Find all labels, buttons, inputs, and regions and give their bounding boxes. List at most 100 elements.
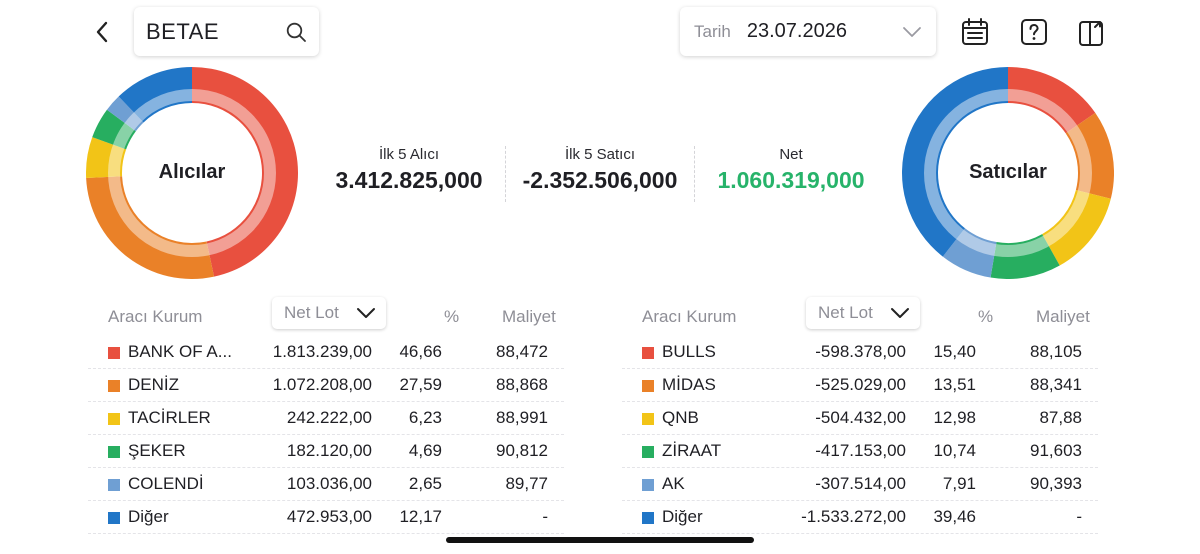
table-row[interactable]: QNB -504.432,00 12,98 87,88 <box>622 402 1098 435</box>
summary-divider <box>694 146 695 202</box>
table-row[interactable]: DENİZ 1.072.208,00 27,59 88,868 <box>88 369 564 402</box>
percent-value: 12,17 <box>399 507 442 526</box>
table-row[interactable]: TACİRLER 242.222,00 6,23 88,991 <box>88 402 564 435</box>
net-lot-sort-select[interactable]: Net Lot <box>272 297 386 329</box>
net-lot-select-label: Net Lot <box>284 303 339 322</box>
buyers-donut-chart: Alıcılar <box>86 67 299 279</box>
cost-value: - <box>1076 507 1082 526</box>
buyers-table-header: Aracı Kurum Net Lot % Maliyet <box>88 296 564 336</box>
cost-value: 88,868 <box>496 375 548 394</box>
donut-inner-ring <box>108 89 276 257</box>
broker-name: Diğer <box>128 507 169 526</box>
table-row[interactable]: AK -307.514,00 7,91 90,393 <box>622 468 1098 501</box>
broker-name: BANK OF A... <box>128 342 232 361</box>
cost-value: 88,991 <box>496 408 548 427</box>
buyers-donut-svg <box>86 67 299 279</box>
legend-swatch <box>642 512 654 524</box>
symbol-search-input[interactable]: BETAE <box>134 7 319 56</box>
percent-value: 15,40 <box>933 342 976 361</box>
net-lot-value: -417.153,00 <box>815 441 906 460</box>
share-icon <box>1079 21 1103 46</box>
donut-slice <box>902 67 1008 257</box>
legend-swatch <box>108 446 120 458</box>
summary-sellers-title: İlk 5 Satıcı <box>564 146 636 163</box>
percent-value: 10,74 <box>933 441 976 460</box>
legend-swatch <box>108 512 120 524</box>
cost-value: 89,77 <box>505 474 548 493</box>
chevron-down-icon <box>903 26 921 37</box>
net-lot-value: 1.072.208,00 <box>272 375 372 394</box>
share-button[interactable] <box>1077 16 1107 48</box>
legend-swatch <box>108 413 120 425</box>
summary-net-value: 1.060.319,000 <box>717 167 865 193</box>
broker-name: BULLS <box>662 342 716 361</box>
percent-value: 4,69 <box>408 441 442 460</box>
legend-swatch <box>642 479 654 491</box>
col-percent: % <box>444 307 460 326</box>
calendar-button[interactable] <box>960 16 990 48</box>
table-row[interactable]: MİDAS -525.029,00 13,51 88,341 <box>622 369 1098 402</box>
chevron-down-icon <box>891 308 909 318</box>
donut-hole <box>942 107 1074 239</box>
donut-slice <box>1065 112 1114 199</box>
sellers-donut-chart: Satıcılar <box>902 67 1114 279</box>
legend-swatch <box>108 380 120 392</box>
cost-value: 87,88 <box>1039 408 1082 427</box>
net-lot-value: -525.029,00 <box>815 375 906 394</box>
net-lot-value: 242.222,00 <box>286 408 372 427</box>
sellers-table: Aracı Kurum Net Lot % Maliyet BULLS -598.… <box>622 296 1098 534</box>
broker-name: AK <box>662 474 685 493</box>
donut-slice <box>1008 67 1096 134</box>
donut-slice <box>1042 190 1111 266</box>
chevron-down-icon <box>357 308 375 318</box>
legend-swatch <box>108 347 120 359</box>
search-icon[interactable] <box>285 21 307 43</box>
net-lot-sort-select[interactable]: Net Lot <box>806 297 920 329</box>
percent-value: 39,46 <box>933 507 976 526</box>
net-lot-value: 472.953,00 <box>286 507 372 526</box>
cost-value: 88,341 <box>1030 375 1082 394</box>
help-icon <box>1021 19 1047 45</box>
date-label: Tarih <box>694 21 731 41</box>
legend-swatch <box>108 479 120 491</box>
table-row[interactable]: ŞEKER 182.120,00 4,69 90,812 <box>88 435 564 468</box>
cost-value: 88,472 <box>496 342 548 361</box>
donut-slice <box>106 96 144 132</box>
donut-slice <box>92 109 136 150</box>
table-row[interactable]: BULLS -598.378,00 15,40 88,105 <box>622 336 1098 369</box>
table-row[interactable]: Diğer 472.953,00 12,17 - <box>88 501 564 534</box>
date-value: 23.07.2026 <box>746 20 847 42</box>
buyers-table: Aracı Kurum Net Lot % Maliyet BANK OF A.… <box>88 296 564 534</box>
percent-value: 12,98 <box>933 408 976 427</box>
chevron-left-icon <box>96 21 108 43</box>
cost-value: 91,603 <box>1030 441 1082 460</box>
broker-name: MİDAS <box>662 375 716 394</box>
sellers-donut-svg <box>902 67 1114 279</box>
table-row[interactable]: BANK OF A... 1.813.239,00 46,66 88,472 <box>88 336 564 369</box>
summary-net-title: Net <box>779 146 803 163</box>
summary-buyers-title: İlk 5 Alıcı <box>378 146 440 163</box>
table-row[interactable]: Diğer -1.533.272,00 39,46 - <box>622 501 1098 534</box>
broker-name: DENİZ <box>128 375 179 394</box>
donut-slice <box>118 67 192 123</box>
col-broker: Aracı Kurum <box>108 307 203 326</box>
donut-slice <box>86 176 215 279</box>
buyers-donut-label: Alıcılar <box>158 161 226 183</box>
col-cost: Maliyet <box>1036 307 1090 326</box>
help-button[interactable] <box>1019 16 1049 48</box>
table-row[interactable]: COLENDİ 103.036,00 2,65 89,77 <box>88 468 564 501</box>
table-row[interactable]: ZİRAAT -417.153,00 10,74 91,603 <box>622 435 1098 468</box>
date-select[interactable]: Tarih 23.07.2026 <box>680 7 936 56</box>
back-button[interactable] <box>88 18 116 46</box>
net-lot-value: 1.813.239,00 <box>272 342 372 361</box>
net-lot-value: 182.120,00 <box>286 441 372 460</box>
summary-buyers: İlk 5 Alıcı 3.412.825,000 <box>318 146 500 194</box>
cost-value: 88,105 <box>1030 342 1082 361</box>
broker-name: ŞEKER <box>128 441 186 460</box>
col-broker: Aracı Kurum <box>642 307 737 326</box>
summary-sellers: İlk 5 Satıcı -2.352.506,000 <box>510 146 690 194</box>
col-cost: Maliyet <box>502 307 556 326</box>
cost-value: - <box>542 507 548 526</box>
broker-name: QNB <box>662 408 699 427</box>
broker-name: TACİRLER <box>128 408 211 427</box>
